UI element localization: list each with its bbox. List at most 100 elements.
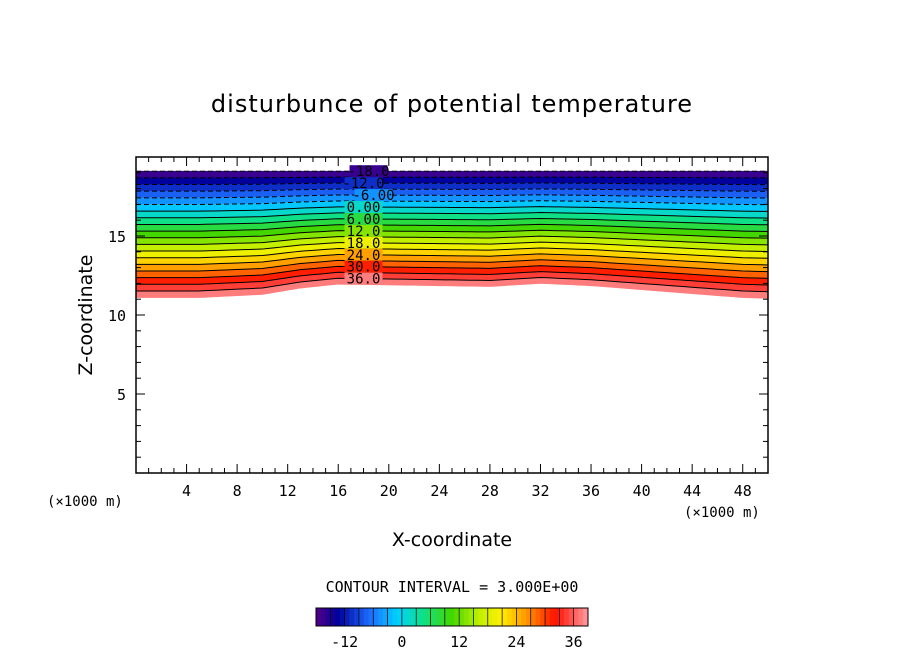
contour-line xyxy=(136,212,769,219)
colorbar-swatch xyxy=(397,608,403,626)
colorbar-swatch xyxy=(535,608,541,626)
x-axis-label: X-coordinate xyxy=(392,529,512,551)
colorbar-swatch xyxy=(392,608,398,626)
colorbar-swatch xyxy=(502,608,508,626)
x-tick-label: 32 xyxy=(531,482,549,500)
contour-label-bg xyxy=(344,236,383,249)
colorbar-swatch xyxy=(325,608,331,626)
contour-line xyxy=(136,271,769,286)
colorbar-swatch xyxy=(554,608,560,626)
x-tick-label: 12 xyxy=(279,482,297,500)
contour-line xyxy=(136,235,769,246)
contour-label: 12.0 xyxy=(347,224,381,240)
colorbar-swatch xyxy=(568,608,575,626)
contour-label-bg xyxy=(344,260,383,273)
colorbar-swatch xyxy=(411,608,417,626)
contour-label-bg xyxy=(344,224,383,237)
plot-area: -18.0-12.0-6.000.006.0012.018.024.030.03… xyxy=(135,164,769,299)
colorbar-swatch xyxy=(430,608,436,626)
x-tick-label: 4 xyxy=(182,482,191,500)
colorbar-swatch xyxy=(354,608,360,626)
contour-label: 6.00 xyxy=(347,212,381,228)
contour-label-bg xyxy=(344,201,383,214)
contour-label-bg xyxy=(349,165,388,178)
y-tick-label: 10 xyxy=(108,307,126,325)
colorbar-swatch xyxy=(578,608,584,626)
colorbar-swatch xyxy=(420,608,427,626)
colorbar-swatch xyxy=(521,608,527,626)
x-unit-left: (×1000 m) xyxy=(47,494,123,510)
colorbar-swatch xyxy=(444,608,451,626)
colorbar-swatch xyxy=(511,608,517,626)
colorbar-swatch xyxy=(468,608,474,626)
contour-label-bg xyxy=(344,212,383,225)
colorbar-swatch xyxy=(330,608,336,626)
colorbar-swatch xyxy=(373,608,379,626)
colorbar-swatch xyxy=(573,608,579,626)
contour-label: 36.0 xyxy=(347,272,381,288)
colorbar-swatch xyxy=(368,608,374,626)
contour-line xyxy=(136,176,769,179)
colorbar-swatch xyxy=(483,608,489,626)
colorbar-swatch xyxy=(358,608,365,626)
y-tick-label: 15 xyxy=(108,228,126,246)
x-tick-label: 40 xyxy=(633,482,651,500)
contour-label-bg xyxy=(354,189,393,202)
colorbar-tick-label: 0 xyxy=(397,633,406,651)
colorbar-swatch xyxy=(559,608,565,626)
colorbar-tick-label: 36 xyxy=(565,633,583,651)
colorbar-swatch xyxy=(320,608,326,626)
contour-label-bg xyxy=(344,177,383,190)
colorbar-swatch xyxy=(564,608,570,626)
contour-label: -6.00 xyxy=(352,188,394,204)
contour-label: 24.0 xyxy=(347,248,381,264)
y-tick-label: 5 xyxy=(117,386,126,404)
colorbar-swatch xyxy=(406,608,412,626)
contour-line xyxy=(136,276,769,293)
colorbar-tick-label: 24 xyxy=(507,633,525,651)
contour-label: 30.0 xyxy=(347,260,381,276)
colorbar-swatch xyxy=(316,608,322,626)
contour-line xyxy=(136,241,769,253)
colorbar-swatch xyxy=(540,608,546,626)
contour-line xyxy=(136,188,769,192)
colorbar-swatch xyxy=(349,608,355,626)
x-tick-label: 24 xyxy=(430,482,448,500)
colorbar-swatch xyxy=(487,608,493,626)
colorbar-swatch xyxy=(435,608,441,626)
y-axis-label: Z-coordinate xyxy=(75,255,97,376)
colorbar-swatch xyxy=(478,608,484,626)
colorbar-swatch xyxy=(387,608,393,626)
colorbar-swatch xyxy=(416,608,422,626)
contour-interval-text: CONTOUR INTERVAL = 3.000E+00 xyxy=(326,578,579,596)
contour-line xyxy=(136,182,769,186)
contour-line xyxy=(136,217,769,226)
contour-line xyxy=(136,259,769,273)
contour-label-bg xyxy=(344,248,383,261)
colorbar-swatch xyxy=(530,608,536,626)
contour-label: -12.0 xyxy=(342,176,384,192)
colorbar-swatch xyxy=(382,608,388,626)
colorbar-swatch xyxy=(335,608,341,626)
colorbar-tick-label: 12 xyxy=(450,633,468,651)
contour-label-bg xyxy=(344,272,383,285)
x-tick-label: 20 xyxy=(380,482,398,500)
contour-line xyxy=(136,253,769,266)
colorbar-swatch xyxy=(525,608,532,626)
x-unit-right: (×1000 m) xyxy=(684,505,760,521)
colorbar-swatch xyxy=(454,608,460,626)
x-tick-label: 48 xyxy=(734,482,752,500)
colorbar-swatch xyxy=(497,608,503,626)
x-tick-label: 16 xyxy=(329,482,347,500)
contour-line xyxy=(136,229,769,239)
colorbar-swatch xyxy=(363,608,369,626)
colorbar-swatch xyxy=(492,608,498,626)
colorbar-tick-label: -12 xyxy=(331,633,358,651)
colorbar-swatch xyxy=(449,608,455,626)
colorbar-swatch xyxy=(506,608,513,626)
colorbar-frame xyxy=(315,607,589,627)
colorbar-swatch xyxy=(401,608,408,626)
x-tick-label: 8 xyxy=(233,482,242,500)
colorbar-swatch xyxy=(339,608,346,626)
